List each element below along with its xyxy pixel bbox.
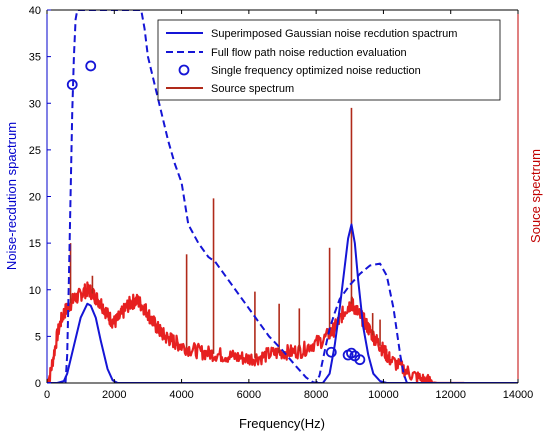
y-tick-label-left: 0 [35,378,41,390]
y-tick-label-left: 15 [29,238,41,250]
series-source-spectrum [47,281,465,383]
y-axis-label-right: Souce spectrum [528,149,543,243]
legend-label-source: Source spectrum [211,83,294,95]
y-tick-label-left: 40 [29,5,41,17]
x-tick-label: 2000 [102,389,126,401]
series-full-flow-evaluation [64,10,408,383]
series-layer [47,10,518,383]
y-tick-label-left: 30 [29,98,41,110]
x-tick-label: 8000 [304,389,328,401]
single-frequency-marker [325,346,337,358]
ticks-layer: 0 2000 4000 6000 8000 10000 12000 14000 0 5 10 15 20… [29,5,534,401]
single-frequency-marker [66,79,78,90]
x-tick-label: 14000 [503,389,534,401]
legend-box [157,19,501,101]
y-tick-label-left: 10 [29,285,41,297]
y-tick-label-left: 35 [29,52,41,64]
x-tick-label: 12000 [435,389,466,401]
series-gaussian-noise-reduction [47,223,518,383]
y-tick-label-left: 5 [35,331,41,343]
legend: Superimposed Gaussian noise recdution sp… [157,19,501,101]
legend-label-single: Single frequency optimized noise reducti… [211,65,421,77]
single-frequency-marker [85,60,97,72]
x-tick-label: 4000 [169,389,193,401]
x-tick-label: 0 [44,389,50,401]
y-tick-label-left: 25 [29,145,41,157]
y-tick-label-left: 20 [29,192,41,204]
y-axis-label-left: Noise-recdution spactrum [4,122,19,270]
x-axis-label: Frequency(Hz) [239,416,325,431]
legend-label-full-flow: Full flow path noise reduction evaluatio… [211,47,407,59]
x-tick-label: 6000 [237,389,261,401]
single-frequency-marker [354,354,366,366]
x-tick-label: 10000 [368,389,399,401]
legend-label-gaussian: Superimposed Gaussian noise recdution sp… [211,28,457,40]
legend-swatch-single [178,64,190,76]
